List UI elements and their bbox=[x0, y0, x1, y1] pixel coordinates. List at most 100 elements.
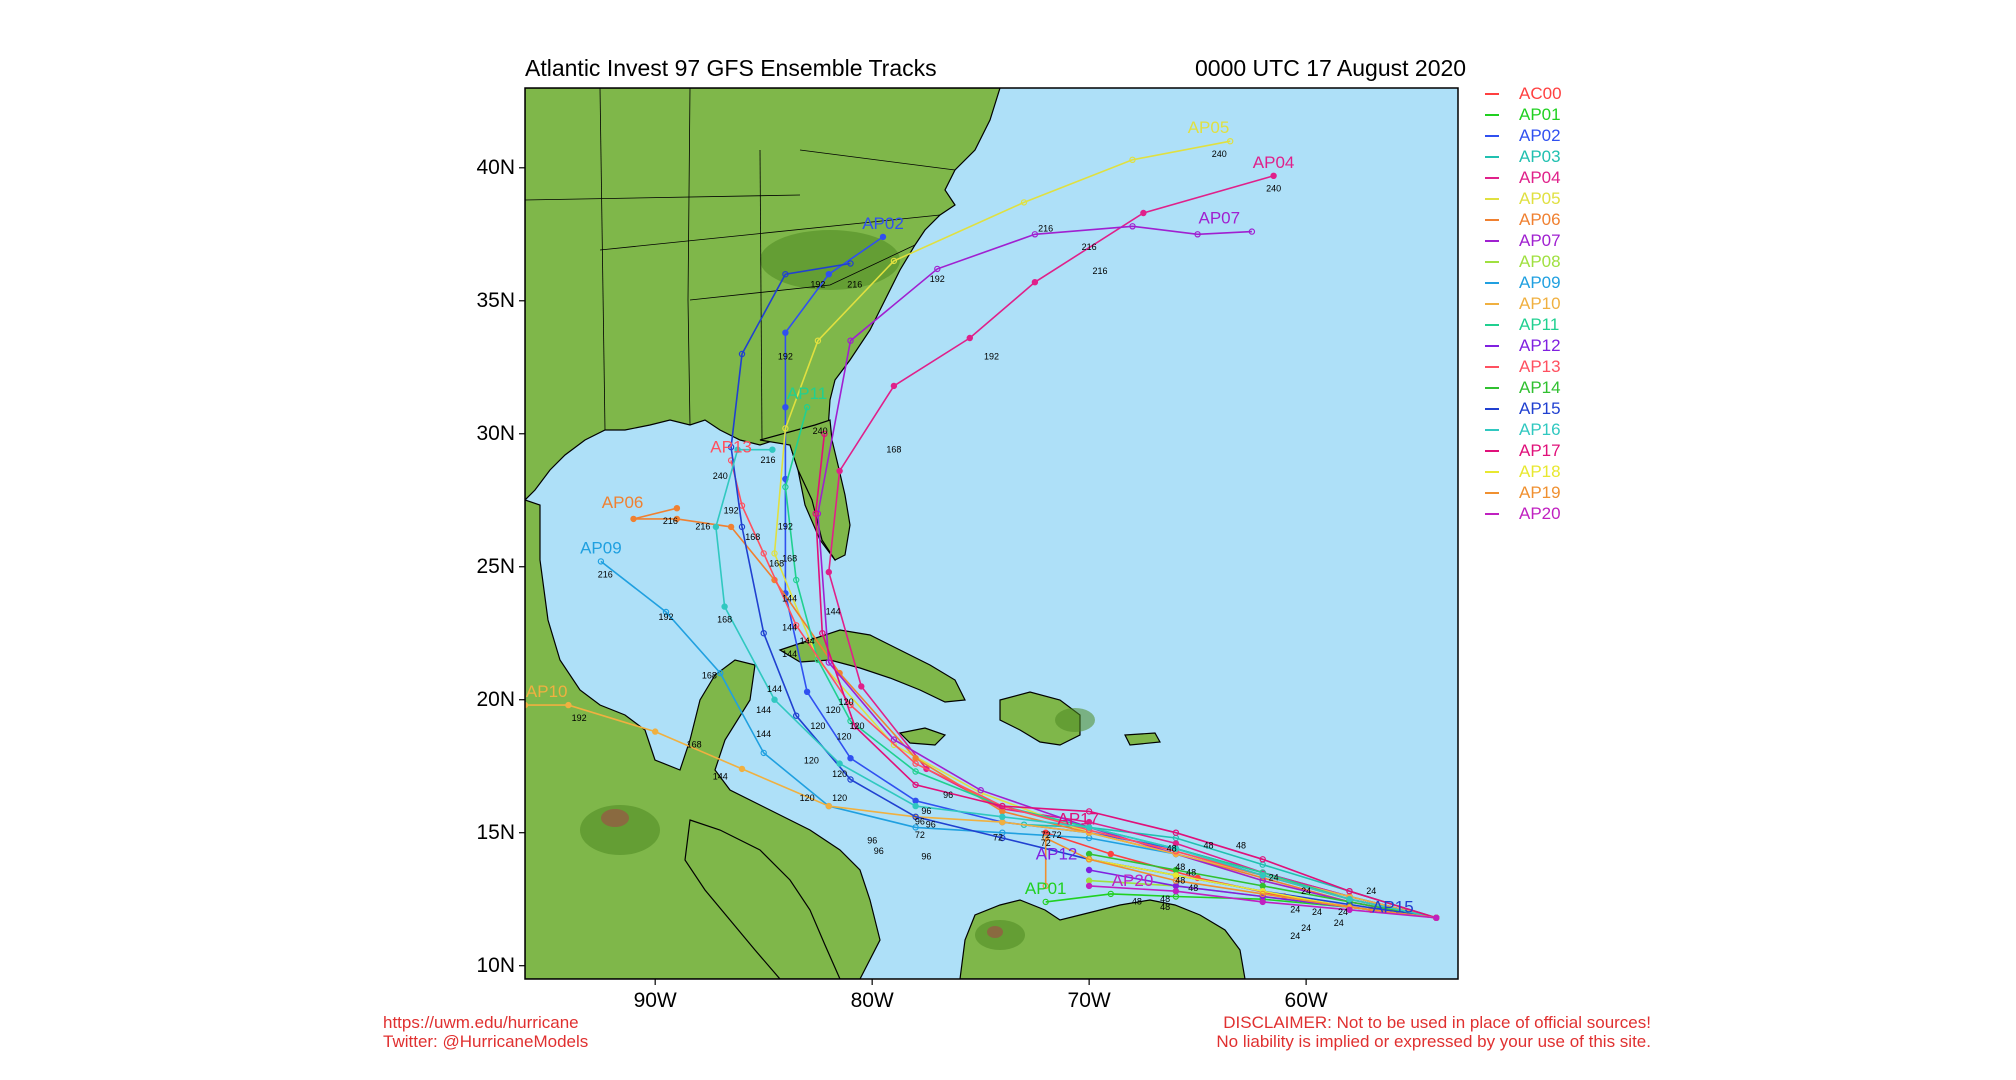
track-point bbox=[782, 329, 789, 336]
track-point bbox=[1042, 882, 1049, 890]
legend-item-ap16: AP16 bbox=[1485, 419, 1562, 440]
forecast-hour-label: 24 bbox=[1290, 905, 1300, 915]
track-point bbox=[1031, 279, 1039, 286]
legend-item-ap18: AP18 bbox=[1485, 461, 1562, 482]
forecast-hour-label: 144 bbox=[782, 593, 797, 603]
forecast-hour-label: 48 bbox=[1188, 883, 1198, 893]
track-point bbox=[1129, 156, 1136, 163]
track-point bbox=[1259, 898, 1266, 906]
legend-item-ap11: AP11 bbox=[1485, 314, 1562, 335]
forecast-hour-label: 24 bbox=[1290, 931, 1300, 941]
legend-swatch bbox=[1485, 281, 1499, 284]
map-timestamp: 0000 UTC 17 August 2020 bbox=[1195, 55, 1467, 81]
track-point bbox=[1259, 856, 1266, 863]
lat-label: 15N bbox=[476, 820, 515, 844]
track-point bbox=[1259, 890, 1266, 898]
forecast-hour-label: 120 bbox=[800, 793, 815, 803]
map-frame bbox=[524, 87, 1459, 980]
jamaica-land bbox=[898, 727, 947, 746]
track-point bbox=[1129, 223, 1136, 230]
terrain-relief bbox=[580, 230, 1095, 950]
hispaniola-land bbox=[999, 691, 1081, 746]
mountain-peaks bbox=[601, 809, 1003, 938]
land-masses bbox=[525, 88, 1246, 979]
track-point bbox=[912, 802, 919, 810]
track-point bbox=[782, 425, 789, 432]
track-ap11 bbox=[784, 406, 1437, 919]
forecast-hour-label: 240 bbox=[1266, 184, 1281, 194]
forecast-hour-label: 72 bbox=[1041, 838, 1051, 848]
legend-label: AP14 bbox=[1519, 377, 1561, 397]
legend-item-ap10: AP10 bbox=[1485, 293, 1562, 314]
track-point bbox=[565, 701, 572, 709]
legend-swatch bbox=[1485, 302, 1499, 305]
legend-label: AP20 bbox=[1519, 503, 1561, 523]
legend-label: AP12 bbox=[1519, 335, 1561, 355]
track-point bbox=[727, 523, 735, 531]
track-point bbox=[858, 683, 865, 690]
track-point bbox=[999, 813, 1006, 821]
track-point bbox=[1085, 850, 1093, 858]
forecast-hour-label: 96 bbox=[921, 851, 931, 861]
forecast-hour-label: 144 bbox=[756, 705, 771, 715]
forecast-hour-label: 48 bbox=[1186, 867, 1196, 877]
legend-label: AP18 bbox=[1519, 461, 1561, 481]
cuba-land bbox=[778, 629, 966, 703]
forecast-hour-label: 168 bbox=[702, 671, 717, 681]
legend-swatch bbox=[1485, 155, 1499, 158]
forecast-hour-label: 96 bbox=[915, 817, 925, 827]
legend-item-ap03: AP03 bbox=[1485, 146, 1562, 167]
track-point bbox=[712, 523, 720, 531]
forecast-hour-label: 240 bbox=[813, 426, 828, 436]
legend-label: AP01 bbox=[1519, 104, 1561, 124]
footer-twitter[interactable]: Twitter: @HurricaneModels bbox=[383, 1032, 589, 1051]
legend-item-ap12: AP12 bbox=[1485, 335, 1562, 356]
track-ap17 bbox=[814, 433, 1437, 919]
track-point bbox=[652, 728, 659, 735]
legend-label: AP03 bbox=[1519, 146, 1561, 166]
forecast-hour-label: 144 bbox=[713, 772, 728, 782]
forecast-hour-label: 168 bbox=[687, 740, 702, 750]
legend-label: AP13 bbox=[1519, 356, 1561, 376]
track-point bbox=[782, 404, 789, 411]
track-label: AP20 bbox=[1112, 871, 1154, 890]
footer-url[interactable]: https://uwm.edu/hurricane bbox=[383, 1013, 579, 1032]
track-point bbox=[836, 467, 843, 475]
track-point bbox=[819, 630, 826, 637]
track-point bbox=[771, 550, 778, 557]
forecast-hour-label: 24 bbox=[1334, 918, 1344, 928]
legend-swatch bbox=[1485, 239, 1499, 242]
forecast-hour-label: 168 bbox=[782, 553, 797, 563]
lat-label: 10N bbox=[476, 953, 515, 977]
track-point bbox=[1107, 890, 1115, 898]
legend-swatch bbox=[1485, 323, 1499, 326]
map-title: Atlantic Invest 97 GFS Ensemble Tracks bbox=[525, 55, 937, 81]
track-point bbox=[1020, 199, 1028, 206]
legend-label: AP10 bbox=[1519, 293, 1561, 313]
forecast-hour-label: 48 bbox=[1175, 862, 1185, 872]
track-point bbox=[673, 515, 681, 523]
forecast-hour-label: 72 bbox=[915, 830, 925, 840]
forecast-hour-label: 168 bbox=[745, 532, 760, 542]
legend-item-ap19: AP19 bbox=[1485, 482, 1562, 503]
track-point bbox=[1172, 877, 1180, 884]
puerto-rico-land bbox=[1124, 732, 1161, 746]
forecast-hour-label: 216 bbox=[663, 516, 678, 526]
track-point bbox=[1194, 231, 1201, 238]
forecast-hour-label: 72 bbox=[993, 833, 1003, 843]
track-point bbox=[1346, 888, 1353, 895]
track-label: AP04 bbox=[1253, 153, 1295, 172]
forecast-hour-label: 144 bbox=[782, 623, 797, 633]
track-point bbox=[890, 382, 898, 390]
forecast-hour-label: 216 bbox=[1092, 266, 1107, 276]
forecast-hour-label: 192 bbox=[778, 522, 793, 532]
forecast-hour-label: 48 bbox=[1160, 894, 1170, 904]
legend-item-ap07: AP07 bbox=[1485, 230, 1562, 251]
track-point bbox=[738, 765, 746, 773]
forecast-hour-label: 216 bbox=[760, 455, 775, 465]
track-point bbox=[966, 334, 974, 342]
legend-item-ap20: AP20 bbox=[1485, 503, 1562, 524]
legend-swatch bbox=[1485, 512, 1499, 515]
track-point bbox=[760, 630, 767, 637]
legend-label: AC00 bbox=[1519, 83, 1562, 103]
